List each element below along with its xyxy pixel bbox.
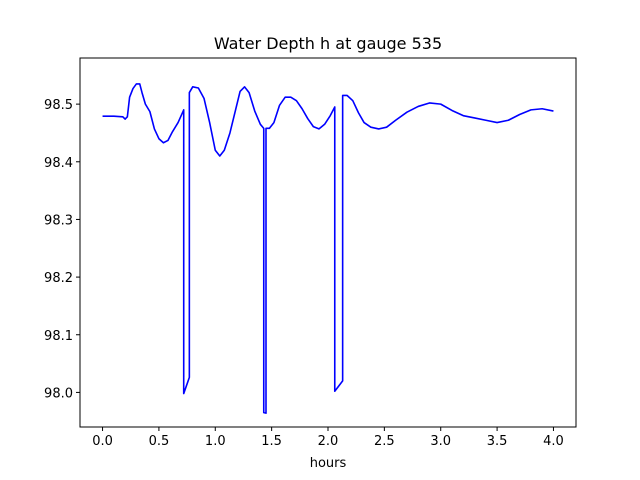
x-tick-label: 1.5	[261, 434, 282, 449]
y-tick-label: 98.1	[44, 329, 73, 344]
chart-title: Water Depth h at gauge 535	[214, 34, 442, 53]
x-tick-label: 0.5	[149, 434, 170, 449]
x-tick-label: 2.5	[374, 434, 395, 449]
x-axis-ticks: 0.0 0.5 1.0 1.5 2.0 2.5 3.0 3.5 4.0	[92, 427, 564, 449]
y-axis-ticks: 98.0 98.1 98.2 98.3 98.4 98.5	[44, 98, 80, 401]
axes-frame	[79, 57, 577, 428]
series-line-0	[102, 83, 554, 414]
x-tick-label: 3.5	[487, 434, 508, 449]
x-tick-label: 1.0	[205, 434, 226, 449]
y-tick-label: 98.5	[44, 98, 73, 113]
y-tick-label: 98.4	[44, 156, 73, 171]
plot-area	[102, 83, 554, 414]
x-axis-label: hours	[310, 456, 347, 471]
y-tick-label: 98.0	[44, 386, 73, 401]
x-tick-label: 4.0	[543, 434, 564, 449]
x-tick-label: 2.0	[318, 434, 339, 449]
y-tick-label: 98.3	[44, 213, 73, 228]
x-tick-label: 3.0	[430, 434, 451, 449]
y-tick-label: 98.2	[44, 271, 73, 286]
x-tick-label: 0.0	[92, 434, 113, 449]
